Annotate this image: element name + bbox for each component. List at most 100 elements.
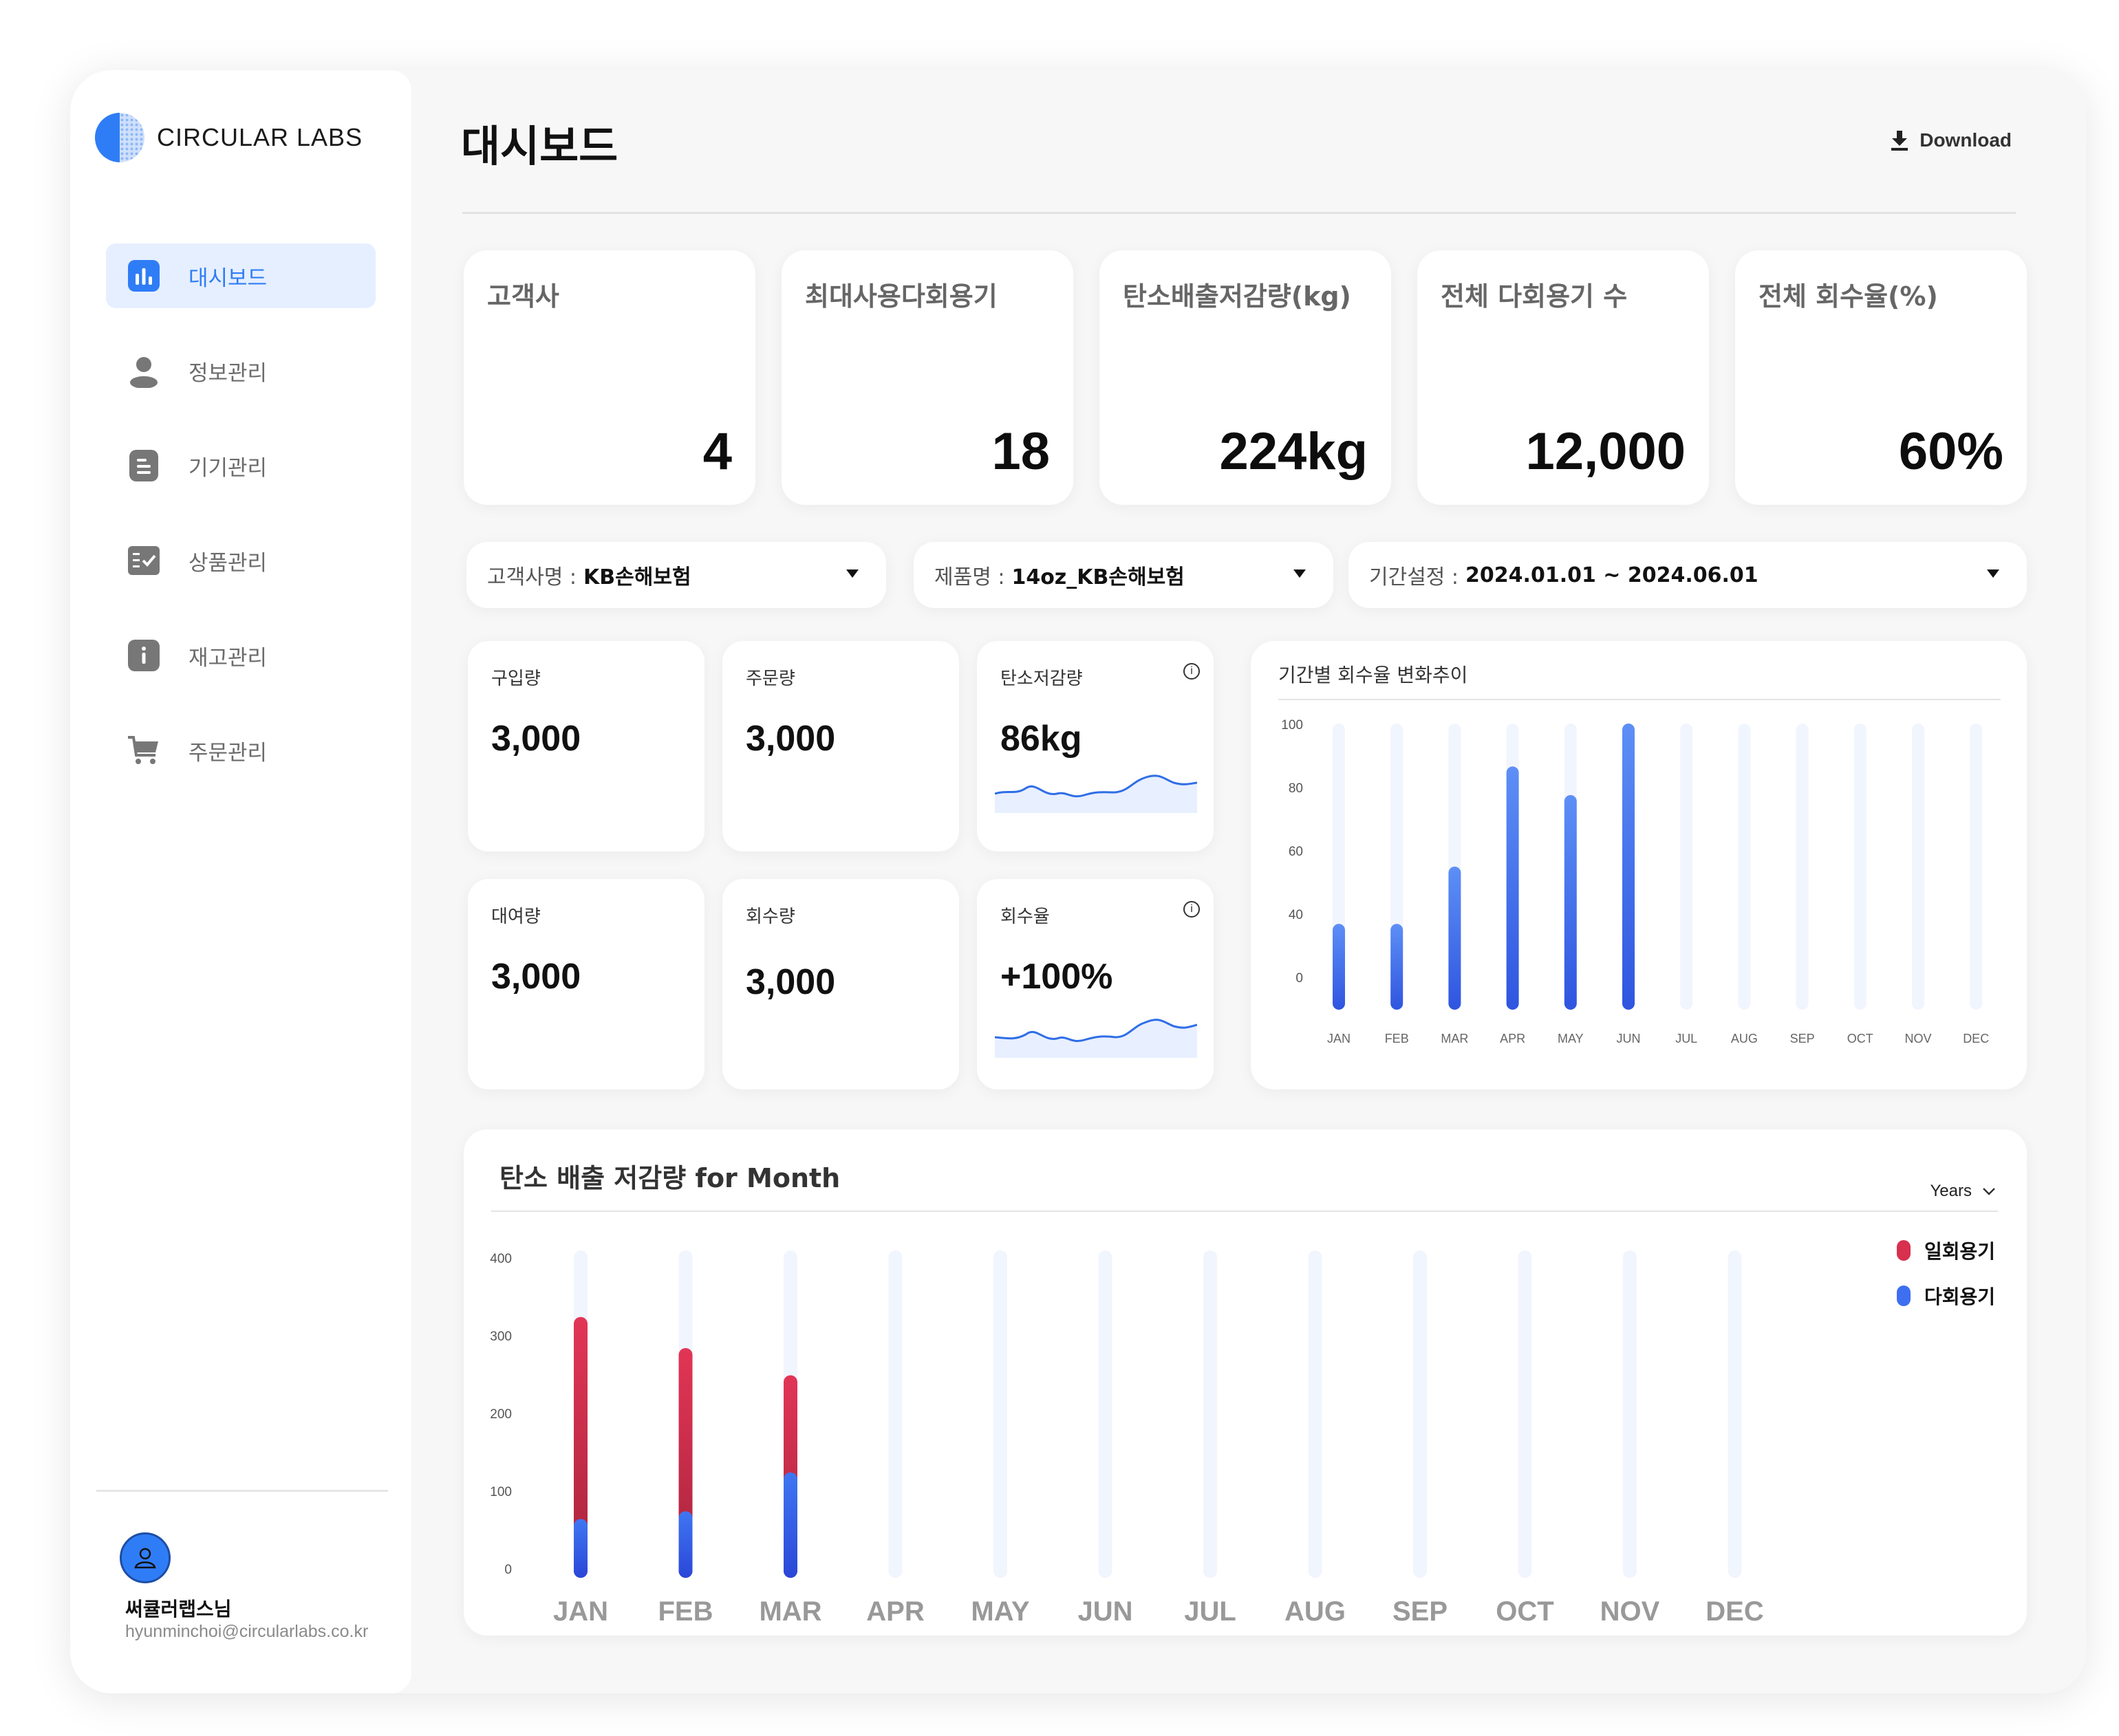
avatar[interactable] bbox=[120, 1532, 171, 1583]
y-tick-label: 100 bbox=[1281, 718, 1303, 733]
logo-mark-icon bbox=[95, 113, 144, 162]
stat-value: +100% bbox=[1000, 957, 1113, 997]
kpi-card-return-rate: 전체 회수율(%) 60% bbox=[1735, 250, 2027, 505]
filter-value: 2024.01.01 ~ 2024.06.01 bbox=[1465, 563, 1758, 587]
x-tick-label: AUG bbox=[1731, 1032, 1758, 1045]
sidebar-item-inventory[interactable]: 재고관리 bbox=[106, 623, 376, 688]
legend-item-reusable[interactable]: 다회용기 bbox=[1896, 1282, 1995, 1310]
x-tick-label: SEP bbox=[1790, 1032, 1815, 1045]
kpi-label: 탄소배출저감량(kg) bbox=[1123, 281, 1351, 312]
info-icon[interactable]: i bbox=[1183, 663, 1200, 680]
y-tick-label: 100 bbox=[490, 1485, 512, 1499]
y-tick-label: 300 bbox=[490, 1330, 512, 1344]
page-title: 대시보드 bbox=[461, 121, 619, 171]
y-tick-label: 80 bbox=[1289, 781, 1303, 796]
legend-swatch bbox=[1896, 1285, 1911, 1306]
sidebar-item-label: 상품관리 bbox=[189, 550, 268, 576]
x-tick-label: MAY bbox=[1558, 1032, 1584, 1045]
x-tick-label: DEC bbox=[1706, 1596, 1763, 1627]
sidebar-item-dashboard[interactable]: 대시보드 bbox=[106, 243, 376, 308]
period-dropdown-label: Years bbox=[1930, 1182, 1972, 1200]
download-label: Download bbox=[1919, 129, 2012, 151]
y-tick-label: 0 bbox=[504, 1563, 512, 1577]
bar-apr[interactable] bbox=[1506, 766, 1519, 1010]
sidebar-item-device[interactable]: 기기관리 bbox=[106, 433, 376, 498]
bar-track bbox=[1912, 724, 1924, 1010]
sidebar: CIRCULAR LABS 대시보드 정보관리 기기관리 bbox=[70, 70, 411, 1693]
chart-title-divider bbox=[1278, 699, 2001, 700]
bar-feb[interactable] bbox=[1390, 924, 1403, 1010]
period-dropdown[interactable]: Years bbox=[1930, 1182, 1997, 1201]
bar-track bbox=[1853, 724, 1867, 1010]
user-name: 써큘러랩스님 bbox=[125, 1598, 232, 1620]
kpi-value: 18 bbox=[991, 422, 1050, 481]
bar-jun[interactable] bbox=[1622, 724, 1635, 1010]
stat-value: 3,000 bbox=[491, 719, 581, 759]
kpi-value: 224kg bbox=[1219, 422, 1368, 481]
period-select[interactable]: 기간설정 : 2024.01.01 ~ 2024.06.01 bbox=[1348, 542, 2027, 608]
info-icon bbox=[127, 638, 161, 673]
bar-reusable-feb[interactable] bbox=[678, 1511, 693, 1578]
sidebar-divider bbox=[96, 1490, 388, 1492]
client-select[interactable]: 고객사명 : KB손해보험 bbox=[466, 542, 886, 608]
kpi-card-clients: 고객사 4 bbox=[464, 250, 755, 505]
stat-label: 주문량 bbox=[746, 669, 795, 689]
x-tick-label: FEB bbox=[658, 1596, 713, 1627]
stat-value: 86kg bbox=[1000, 719, 1082, 759]
cart-icon bbox=[127, 733, 161, 768]
x-tick-label: JAN bbox=[1327, 1032, 1351, 1045]
kpi-value: 60% bbox=[1898, 422, 2003, 481]
x-tick-label: JAN bbox=[553, 1596, 608, 1627]
bar-track bbox=[993, 1250, 1007, 1578]
bar-track bbox=[1796, 724, 1809, 1010]
stat-card-order: 주문량 3,000 bbox=[722, 641, 959, 851]
legend-item-disposable[interactable]: 일회용기 bbox=[1896, 1237, 1995, 1264]
y-tick-label: 200 bbox=[490, 1407, 512, 1422]
legend-label: 일회용기 bbox=[1924, 1240, 1995, 1263]
filter-label: 고객사명 : bbox=[487, 565, 577, 589]
x-tick-label: MAY bbox=[971, 1596, 1030, 1627]
sidebar-item-product[interactable]: 상품관리 bbox=[106, 528, 376, 593]
sidebar-item-order[interactable]: 주문관리 bbox=[106, 718, 376, 783]
bar-reusable-jan[interactable] bbox=[574, 1519, 588, 1578]
y-tick-label: 60 bbox=[1289, 845, 1303, 859]
app-window: CIRCULAR LABS 대시보드 정보관리 기기관리 bbox=[70, 70, 2086, 1693]
x-tick-label: OCT bbox=[1496, 1596, 1553, 1627]
bar-may[interactable] bbox=[1564, 795, 1577, 1010]
y-tick-label: 400 bbox=[490, 1252, 512, 1266]
sidebar-item-label: 기기관리 bbox=[189, 455, 268, 481]
kpi-label: 전체 다회용기 수 bbox=[1441, 281, 1628, 312]
sidebar-nav: 대시보드 정보관리 기기관리 상품관리 bbox=[106, 243, 376, 813]
bar-reusable-mar[interactable] bbox=[784, 1472, 797, 1578]
bar-disposable-jan[interactable] bbox=[574, 1316, 588, 1578]
bar-track bbox=[1098, 1250, 1112, 1578]
legend-swatch bbox=[1896, 1240, 1911, 1261]
kpi-card-carbon-reduction: 탄소배출저감량(kg) 224kg bbox=[1099, 250, 1391, 505]
chart-title-divider bbox=[491, 1211, 1998, 1212]
chart-title: 기간별 회수율 변화추이 bbox=[1278, 664, 1468, 686]
bar-track bbox=[1308, 1250, 1322, 1578]
x-tick-label: JUL bbox=[1184, 1596, 1236, 1627]
legend-label: 다회용기 bbox=[1924, 1285, 1995, 1308]
document-icon bbox=[127, 448, 161, 483]
sidebar-item-label: 대시보드 bbox=[189, 265, 268, 291]
filter-label: 기간설정 : bbox=[1369, 565, 1459, 589]
stat-card-return-rate: 회수율 i +100% bbox=[977, 879, 1214, 1089]
sidebar-item-label: 주문관리 bbox=[189, 740, 268, 766]
sidebar-item-info[interactable]: 정보관리 bbox=[106, 338, 376, 403]
bar-track bbox=[1518, 1250, 1532, 1578]
product-select[interactable]: 제품명 : 14oz_KB손해보험 bbox=[914, 542, 1333, 608]
x-tick-label: DEC bbox=[1963, 1032, 1989, 1045]
download-button[interactable]: Download bbox=[1889, 129, 2012, 151]
sparkline-chart bbox=[995, 774, 1197, 813]
brand-logo[interactable]: CIRCULAR LABS bbox=[95, 113, 363, 162]
brand-name: CIRCULAR LABS bbox=[157, 123, 363, 151]
info-icon[interactable]: i bbox=[1183, 901, 1200, 918]
bar-jan[interactable] bbox=[1333, 924, 1345, 1010]
filter-label: 제품명 : bbox=[934, 565, 1005, 589]
sidebar-item-label: 재고관리 bbox=[189, 645, 268, 671]
bar-track bbox=[1680, 724, 1693, 1010]
caret-down-icon bbox=[1293, 569, 1306, 578]
bar-track bbox=[1738, 724, 1751, 1010]
bar-mar[interactable] bbox=[1448, 867, 1461, 1010]
